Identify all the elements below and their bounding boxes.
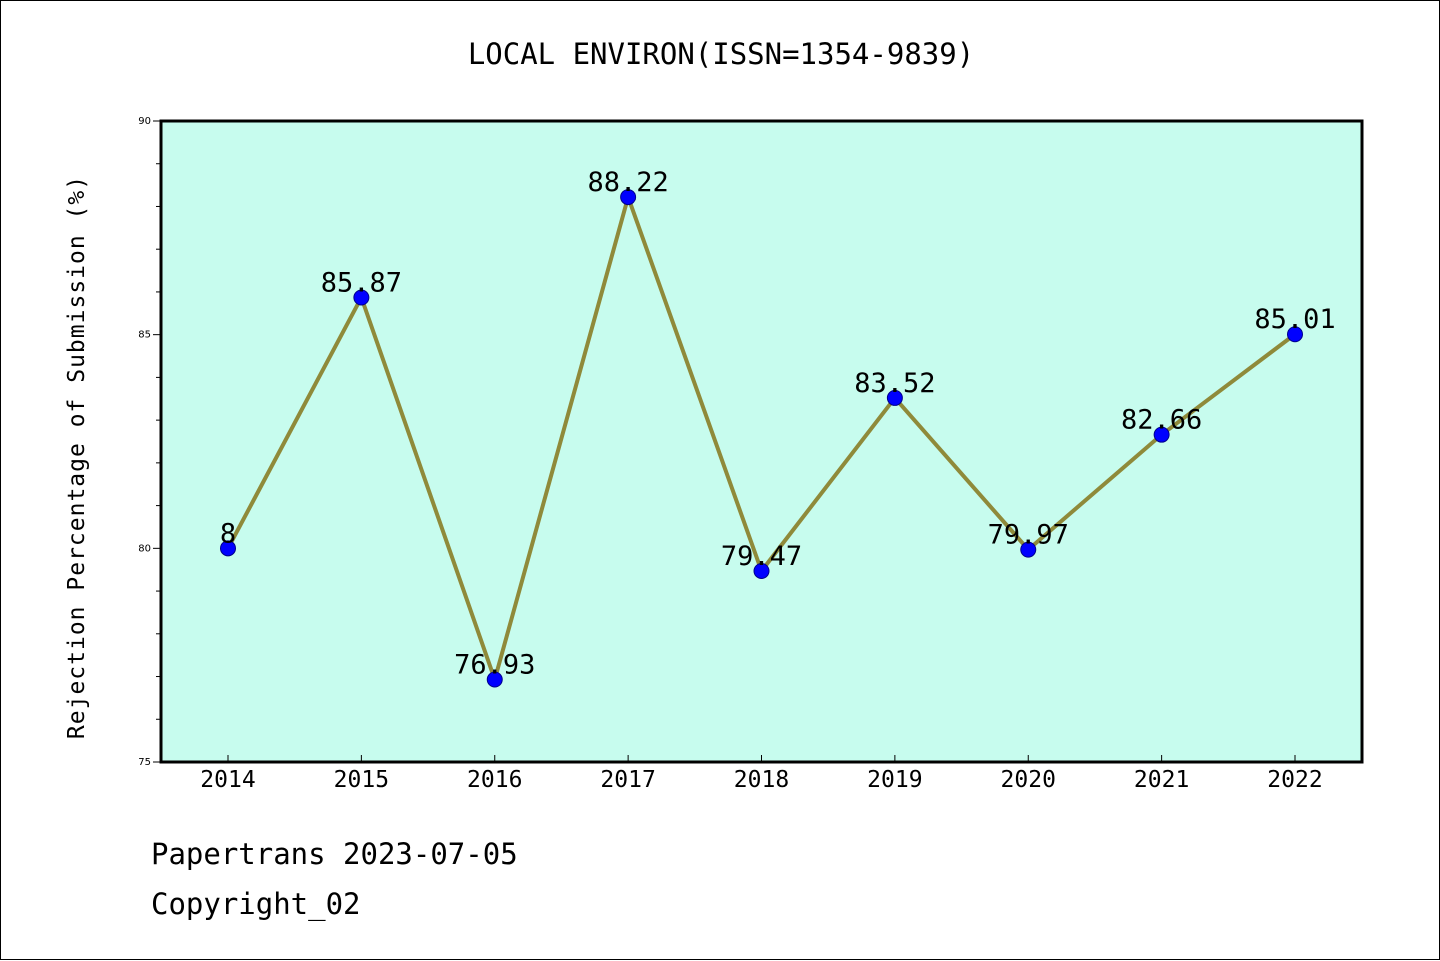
data-label: 82.66 bbox=[1121, 405, 1202, 436]
data-point bbox=[353, 289, 370, 306]
plot-frame bbox=[159, 119, 1364, 764]
x-tick-label: 2015 bbox=[334, 767, 389, 793]
data-label: 85.87 bbox=[321, 267, 402, 298]
x-tick-label: 2019 bbox=[867, 767, 922, 793]
x-tick-label: 2014 bbox=[200, 767, 255, 793]
data-point bbox=[1153, 426, 1170, 443]
data-point bbox=[1020, 541, 1037, 558]
y-tick-label: 90 bbox=[138, 116, 151, 127]
x-tick-label: 2022 bbox=[1267, 767, 1322, 793]
chart-title: LOCAL ENVIRON(ISSN=1354-9839) bbox=[467, 37, 975, 71]
data-point bbox=[753, 562, 770, 579]
footer-date: Papertrans 2023-07-05 bbox=[151, 837, 518, 871]
data-label: 83.52 bbox=[854, 368, 935, 399]
data-point bbox=[620, 189, 637, 206]
y-tick-label: 80 bbox=[138, 543, 151, 554]
x-tick-label: 2016 bbox=[467, 767, 522, 793]
plot-area bbox=[161, 121, 1362, 762]
data-point bbox=[220, 540, 236, 557]
data-label: 8 bbox=[220, 518, 236, 549]
data-label: 76.93 bbox=[454, 650, 535, 681]
data-label: 79.97 bbox=[988, 520, 1069, 551]
x-tick-label: 2018 bbox=[734, 767, 789, 793]
footer-copyright: Copyright_02 bbox=[151, 887, 361, 921]
data-point bbox=[886, 389, 903, 406]
x-tick-label: 2021 bbox=[1134, 767, 1189, 793]
x-tick-label: 2017 bbox=[600, 767, 655, 793]
data-label: 88.22 bbox=[587, 167, 668, 198]
data-label: 79.47 bbox=[721, 541, 802, 572]
data-label: 85.01 bbox=[1254, 304, 1335, 335]
y-tick-label: 75 bbox=[138, 757, 151, 768]
x-tick-label: 2020 bbox=[1001, 767, 1056, 793]
data-point bbox=[486, 671, 503, 688]
y-tick-label: 85 bbox=[138, 330, 151, 341]
data-point bbox=[1287, 326, 1303, 343]
